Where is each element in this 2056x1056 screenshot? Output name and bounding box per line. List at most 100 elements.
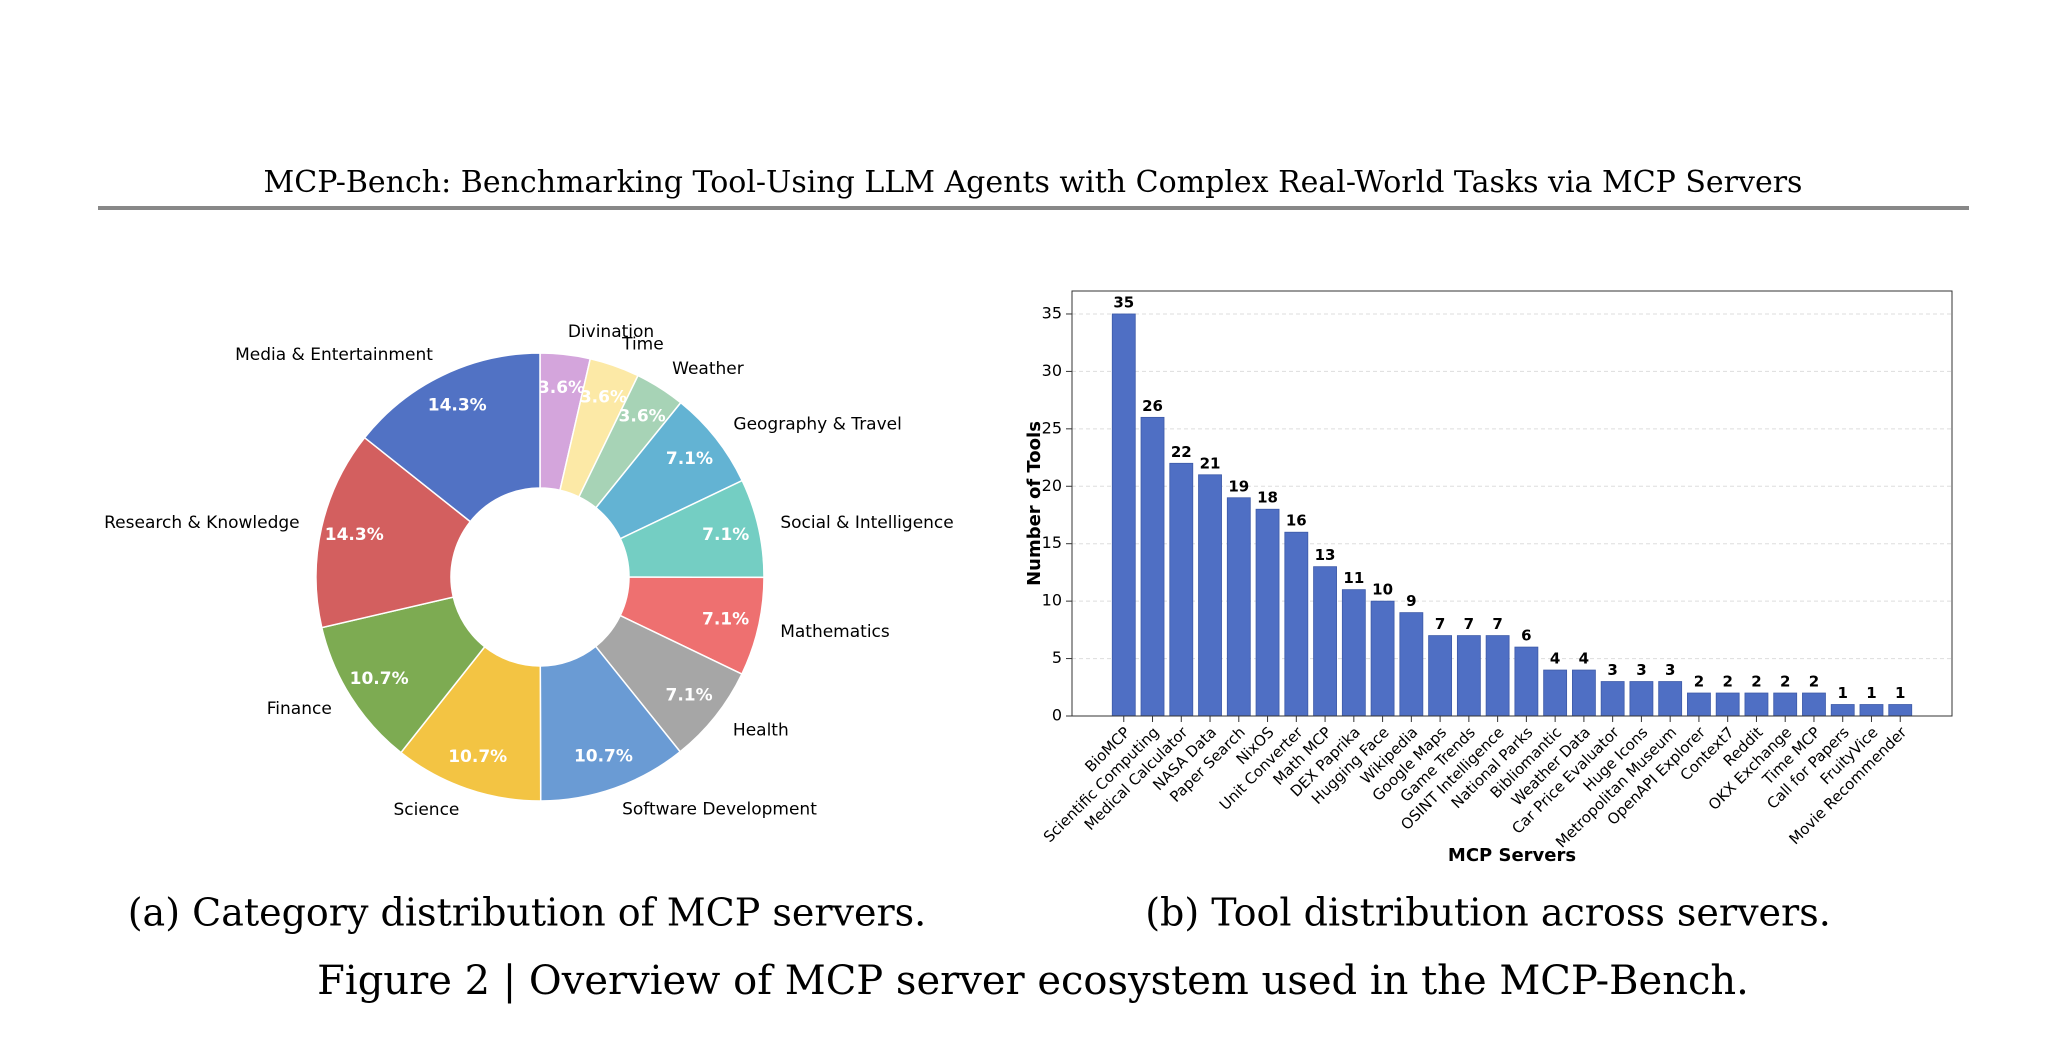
bar-value-label: 1	[1895, 684, 1905, 702]
bar	[1859, 704, 1884, 717]
bar-value-label: 2	[1694, 673, 1704, 691]
x-axis-title: MCP Servers	[1448, 845, 1576, 866]
y-tick-label: 35	[1042, 303, 1062, 322]
percent-label: 10.7%	[574, 747, 633, 767]
bar	[1744, 692, 1769, 717]
percent-label: 7.1%	[702, 609, 749, 629]
percent-label: 3.6%	[580, 387, 627, 407]
bar	[1571, 669, 1596, 717]
y-tick-label: 30	[1042, 361, 1062, 380]
bar	[1773, 692, 1798, 717]
bar	[1600, 681, 1625, 717]
bar-value-label: 7	[1435, 615, 1445, 633]
percent-label: 7.1%	[702, 525, 749, 545]
bar	[1140, 416, 1165, 717]
percent-label: 10.7%	[350, 669, 409, 689]
bar-value-label: 2	[1780, 673, 1790, 691]
percent-label: 10.7%	[448, 747, 507, 767]
bar	[1830, 704, 1855, 717]
percent-label: 14.3%	[325, 525, 384, 545]
bar	[1456, 635, 1481, 717]
x-tick-label: Scientific Computing	[1040, 723, 1163, 846]
bar	[1313, 566, 1337, 717]
bar-value-label: 10	[1372, 581, 1393, 599]
percent-label: 7.1%	[666, 449, 713, 469]
slice-label: Divination	[568, 322, 654, 342]
bar	[1111, 313, 1136, 717]
slice-label: Media & Entertainment	[235, 345, 433, 365]
bar-value-label: 21	[1200, 454, 1221, 472]
bar-value-label: 1	[1866, 684, 1876, 702]
bar-value-label: 3	[1607, 661, 1617, 679]
bar	[1715, 692, 1740, 717]
y-tick-label: 0	[1052, 706, 1062, 725]
slice-label: Social & Intelligence	[780, 513, 953, 533]
bar-value-label: 4	[1579, 650, 1589, 668]
bar-value-label: 9	[1406, 592, 1416, 610]
subcaption: (b) Tool distribution across servers.	[1145, 891, 1831, 935]
bar	[1514, 646, 1539, 717]
donut-slice	[363, 352, 541, 523]
percent-label: 7.1%	[665, 685, 712, 705]
bar-value-label: 3	[1665, 661, 1675, 679]
bar-value-label: 4	[1550, 650, 1560, 668]
slice-label: Software Development	[622, 799, 817, 819]
bar	[1169, 462, 1194, 717]
bar-value-label: 2	[1809, 673, 1819, 691]
bar-value-label: 22	[1171, 443, 1192, 461]
bar	[1399, 612, 1424, 717]
bar	[1687, 692, 1711, 717]
bar	[1658, 681, 1683, 717]
bar-value-label: 18	[1257, 489, 1278, 507]
slice-label: Geography & Travel	[733, 414, 901, 434]
y-tick-label: 25	[1042, 418, 1062, 437]
bar	[1428, 635, 1453, 717]
bar	[1802, 692, 1826, 717]
bar	[1255, 508, 1280, 717]
bar	[1284, 531, 1309, 717]
slice-label: Finance	[267, 699, 332, 719]
slice-label: Time	[621, 335, 664, 355]
slice-label: Mathematics	[780, 622, 890, 642]
bar-value-label: 13	[1315, 546, 1336, 564]
y-axis-title: Number of Tools	[1024, 421, 1045, 586]
bar	[1198, 474, 1222, 717]
donut-slice	[315, 436, 472, 629]
percent-label: 3.6%	[619, 406, 666, 426]
bar-value-label: 26	[1142, 397, 1163, 415]
bar-value-label: 3	[1636, 661, 1646, 679]
bar-value-label: 7	[1492, 615, 1502, 633]
bar	[1370, 600, 1395, 717]
bar	[1543, 669, 1568, 717]
header-title: MCP-Bench: Benchmarking Tool-Using LLM A…	[264, 165, 1803, 200]
donut-slice	[320, 596, 486, 754]
subcaption: (a) Category distribution of MCP servers…	[128, 891, 927, 935]
bar-value-label: 16	[1286, 512, 1307, 530]
plot-frame	[1071, 290, 1953, 717]
bar-value-label: 11	[1343, 569, 1364, 587]
bar-value-label: 19	[1228, 477, 1249, 495]
y-tick-label: 20	[1042, 476, 1062, 495]
slice-label: Health	[733, 720, 789, 740]
bar	[1629, 681, 1654, 717]
bar	[1226, 497, 1251, 717]
bar-value-label: 7	[1464, 615, 1474, 633]
percent-label: 14.3%	[428, 396, 487, 416]
figure-caption: Figure 2 | Overview of MCP server ecosys…	[317, 958, 1749, 1004]
donut-slice	[399, 645, 542, 802]
bar	[1888, 704, 1913, 717]
y-tick-label: 5	[1052, 648, 1062, 667]
bar-value-label: 6	[1521, 627, 1531, 645]
percent-label: 3.6%	[538, 378, 585, 398]
bar	[1485, 635, 1510, 717]
slice-label: Weather	[672, 359, 744, 379]
bar-value-label: 1	[1838, 684, 1848, 702]
y-tick-label: 10	[1042, 591, 1062, 610]
y-tick-label: 15	[1042, 533, 1062, 552]
slice-label: Science	[393, 800, 459, 820]
bar-value-label: 2	[1722, 673, 1732, 691]
bar-value-label: 35	[1113, 293, 1134, 311]
bar	[1341, 589, 1366, 717]
